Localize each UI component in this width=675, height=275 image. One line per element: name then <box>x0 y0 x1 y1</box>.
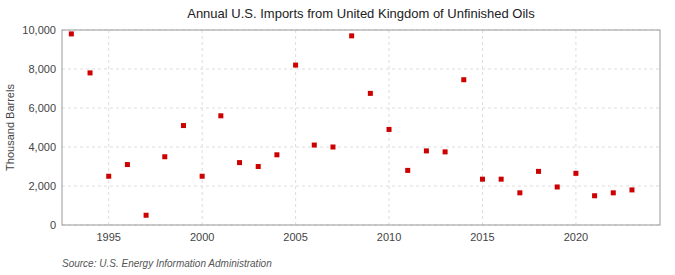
point <box>368 91 373 96</box>
tick-label: 10,000 <box>22 24 56 36</box>
point <box>480 177 485 182</box>
point <box>69 31 74 36</box>
point <box>611 190 616 195</box>
point <box>517 190 522 195</box>
grid-line <box>108 30 109 225</box>
point <box>387 127 392 132</box>
point <box>237 160 242 165</box>
point <box>293 63 298 68</box>
point <box>218 113 223 118</box>
chart: Annual U.S. Imports from United Kingdom … <box>0 0 675 275</box>
point <box>629 187 634 192</box>
grid-line <box>62 186 660 187</box>
tick-label: 2,000 <box>28 180 56 192</box>
point <box>330 145 335 150</box>
point <box>88 70 93 75</box>
tick-label: 0 <box>50 219 56 231</box>
point <box>106 174 111 179</box>
tick-label: 1995 <box>96 231 120 243</box>
tick-label: 2020 <box>564 231 588 243</box>
tick-label: 2015 <box>470 231 494 243</box>
point <box>274 152 279 157</box>
point <box>536 169 541 174</box>
point <box>181 123 186 128</box>
grid-line <box>62 147 660 148</box>
point <box>162 154 167 159</box>
tick-label: 4,000 <box>28 141 56 153</box>
tick-label: 2005 <box>283 231 307 243</box>
point <box>592 193 597 198</box>
point <box>424 148 429 153</box>
point <box>144 213 149 218</box>
axes: 0 2,000 4,000 6,000 8,000 10,000 1995 2000 2005 2… <box>22 24 660 243</box>
tick-label: 8,000 <box>28 63 56 75</box>
point <box>312 143 317 148</box>
grid-line <box>295 30 296 225</box>
grid-line <box>482 30 483 225</box>
tick-label: 2000 <box>190 231 214 243</box>
title: Annual U.S. Imports from United Kingdom … <box>187 6 535 21</box>
point <box>573 171 578 176</box>
grid-line <box>62 69 660 70</box>
tick-label: 2010 <box>377 231 401 243</box>
point <box>443 149 448 154</box>
tick-label: 6,000 <box>28 102 56 114</box>
point <box>461 77 466 82</box>
grid-line <box>575 30 576 225</box>
grid-line <box>202 30 203 225</box>
points <box>69 31 635 217</box>
point <box>555 184 560 189</box>
annotation: Source: U.S. Energy Information Administ… <box>62 258 272 269</box>
grid-line <box>62 108 660 109</box>
plot-frame <box>62 30 660 225</box>
point <box>125 162 130 167</box>
point <box>499 177 504 182</box>
point <box>405 168 410 173</box>
grid <box>62 30 660 225</box>
point <box>256 164 261 169</box>
point <box>349 33 354 38</box>
axis-label: Thousand Barrels <box>4 84 16 171</box>
point <box>200 174 205 179</box>
